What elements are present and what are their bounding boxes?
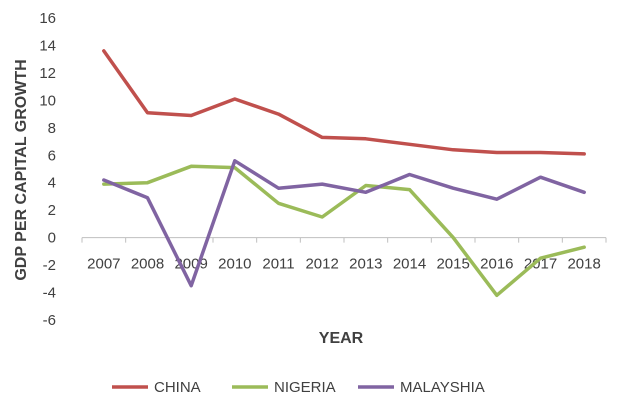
- y-tick-label: -4: [43, 285, 56, 302]
- x-tick-label: 2014: [393, 256, 426, 273]
- y-tick-label: 12: [39, 65, 56, 82]
- x-axis-ticks: 2007 2008 2009 2010 2011 2012 2013 2014 2015 2016…: [87, 256, 601, 273]
- y-tick-label: 0: [48, 230, 56, 247]
- y-tick-label: -2: [43, 257, 56, 274]
- x-tick-label: 2013: [349, 256, 382, 273]
- x-tick-label: 2012: [305, 256, 338, 273]
- legend: CHINA NIGERIA MALAYSHIA: [112, 379, 485, 396]
- zero-axis-line: [81, 237, 607, 243]
- legend-label-china: CHINA: [154, 379, 201, 396]
- x-tick-label: 2007: [87, 256, 120, 273]
- x-tick-label: 2017: [524, 256, 557, 273]
- y-tick-label: -6: [43, 312, 56, 329]
- series-line-china: [102, 49, 586, 156]
- y-tick-label: 2: [48, 202, 56, 219]
- x-tick-label: 2010: [218, 256, 251, 273]
- legend-label-nigeria: NIGERIA: [274, 379, 336, 396]
- y-tick-label: 14: [39, 37, 56, 54]
- y-tick-label: 6: [48, 147, 56, 164]
- x-axis-title: YEAR: [319, 330, 364, 347]
- x-tick-label: 2016: [480, 256, 513, 273]
- y-tick-label: 10: [39, 92, 56, 109]
- legend-label-malayshia: MALAYSHIA: [400, 379, 485, 396]
- y-axis-title: GDP PER CAPITAL GROWTH: [13, 59, 30, 280]
- series-lines: [102, 49, 586, 298]
- y-axis-ticks: 16 14 12 10 8 6 4 2 0 -2 -4 -6: [39, 10, 56, 329]
- y-tick-label: 4: [48, 175, 56, 192]
- y-tick-label: 16: [39, 10, 56, 27]
- y-tick-label: 8: [48, 120, 56, 137]
- series-line-nigeria: [102, 164, 586, 298]
- x-tick-label: 2018: [567, 256, 600, 273]
- series-line-malayshia: [102, 159, 586, 288]
- x-tick-label: 2015: [436, 256, 469, 273]
- x-tick-label: 2011: [262, 256, 294, 273]
- x-tick-label: 2008: [131, 256, 164, 273]
